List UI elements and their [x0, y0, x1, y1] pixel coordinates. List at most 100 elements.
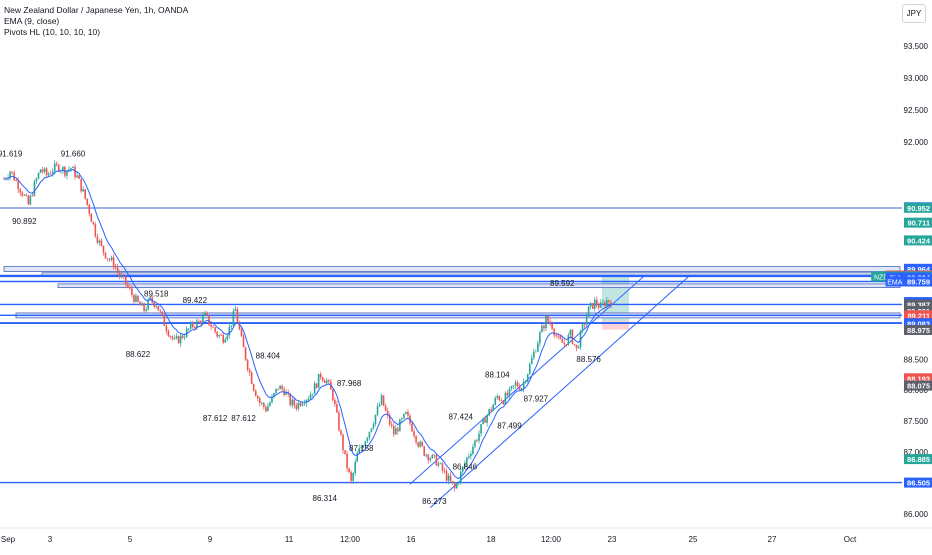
candle-body[interactable]: [246, 359, 249, 370]
candle-body[interactable]: [285, 392, 287, 395]
candle-body[interactable]: [559, 336, 562, 339]
ema-legend[interactable]: EMA (9, close): [4, 16, 60, 26]
candle-body[interactable]: [405, 411, 407, 414]
candle-body[interactable]: [17, 180, 20, 190]
candle-body[interactable]: [417, 442, 419, 447]
candle-body[interactable]: [100, 240, 103, 246]
candle-body[interactable]: [332, 389, 334, 401]
candle-body[interactable]: [565, 344, 568, 346]
candle-body[interactable]: [315, 383, 318, 388]
candle-body[interactable]: [194, 326, 196, 328]
candle-body[interactable]: [112, 257, 115, 268]
candle-body[interactable]: [254, 390, 257, 397]
candle-body[interactable]: [319, 373, 322, 378]
candle-body[interactable]: [161, 311, 164, 316]
pivots-legend[interactable]: Pivots HL (10, 10, 10, 10): [4, 27, 101, 37]
candle-body[interactable]: [595, 299, 598, 306]
candle-body[interactable]: [366, 437, 369, 442]
candle-body[interactable]: [108, 259, 111, 261]
candle-body[interactable]: [313, 383, 316, 394]
candle-body[interactable]: [258, 398, 261, 403]
candle-body[interactable]: [228, 326, 231, 336]
candle-body[interactable]: [372, 424, 375, 429]
candle-body[interactable]: [222, 335, 225, 343]
candle-body[interactable]: [23, 194, 26, 196]
candle-body[interactable]: [74, 166, 76, 178]
candle-body[interactable]: [301, 403, 304, 406]
candle-body[interactable]: [364, 441, 367, 447]
candle-body[interactable]: [133, 294, 135, 302]
candle-body[interactable]: [139, 301, 141, 306]
candle-body[interactable]: [29, 195, 32, 205]
candle-body[interactable]: [447, 475, 450, 481]
candle-body[interactable]: [37, 172, 40, 179]
candle-body[interactable]: [378, 404, 381, 407]
candle-body[interactable]: [488, 409, 490, 416]
candle-body[interactable]: [419, 441, 421, 447]
candle-body[interactable]: [21, 192, 24, 196]
candle-body[interactable]: [78, 175, 80, 179]
candle-body[interactable]: [206, 312, 208, 316]
candle-body[interactable]: [468, 456, 470, 458]
candle-body[interactable]: [336, 404, 338, 413]
candle-body[interactable]: [25, 194, 28, 196]
candle-body[interactable]: [155, 306, 158, 307]
candle-body[interactable]: [82, 189, 84, 192]
candle-body[interactable]: [338, 412, 340, 431]
candle-body[interactable]: [41, 169, 44, 172]
candle-body[interactable]: [47, 173, 50, 176]
candle-body[interactable]: [244, 347, 247, 360]
candle-body[interactable]: [388, 415, 391, 425]
candle-body[interactable]: [514, 382, 517, 386]
candle-body[interactable]: [541, 325, 543, 333]
candle-body[interactable]: [120, 275, 123, 277]
candle-body[interactable]: [39, 169, 42, 173]
candle-body[interactable]: [597, 305, 600, 308]
candle-body[interactable]: [386, 410, 389, 416]
candle-body[interactable]: [53, 163, 56, 172]
candle-body[interactable]: [185, 328, 188, 337]
candle-body[interactable]: [392, 425, 395, 435]
candle-body[interactable]: [43, 168, 46, 172]
candle-body[interactable]: [157, 306, 160, 311]
candle-body[interactable]: [579, 330, 582, 348]
candle-body[interactable]: [35, 178, 38, 182]
candle-body[interactable]: [98, 240, 101, 243]
candle-body[interactable]: [482, 418, 484, 425]
candle-body[interactable]: [583, 324, 586, 326]
candle-body[interactable]: [309, 394, 312, 399]
candle-body[interactable]: [232, 311, 235, 326]
candle-body[interactable]: [179, 335, 182, 344]
candle-body[interactable]: [528, 363, 531, 375]
candle-body[interactable]: [486, 415, 488, 423]
candle-body[interactable]: [502, 400, 505, 405]
candle-body[interactable]: [539, 332, 541, 344]
candle-body[interactable]: [340, 430, 342, 435]
candle-body[interactable]: [498, 395, 501, 401]
candle-body[interactable]: [474, 440, 476, 447]
candle-body[interactable]: [431, 454, 434, 459]
candle-body[interactable]: [33, 181, 36, 196]
candle-body[interactable]: [250, 372, 253, 384]
candle-body[interactable]: [291, 399, 294, 406]
candle-body[interactable]: [58, 164, 60, 172]
candle-body[interactable]: [356, 453, 359, 462]
candle-body[interactable]: [500, 400, 503, 401]
candle-body[interactable]: [425, 454, 428, 456]
candle-body[interactable]: [577, 347, 580, 349]
candle-body[interactable]: [131, 288, 133, 295]
candle-body[interactable]: [581, 324, 584, 331]
candle-body[interactable]: [191, 322, 194, 327]
candle-body[interactable]: [216, 331, 218, 337]
candle-body[interactable]: [445, 471, 448, 481]
candle-body[interactable]: [175, 336, 178, 339]
candle-body[interactable]: [220, 334, 223, 336]
candle-body[interactable]: [334, 400, 336, 405]
candle-body[interactable]: [189, 322, 192, 329]
candle-body[interactable]: [543, 325, 545, 329]
candle-body[interactable]: [96, 236, 99, 243]
candle-body[interactable]: [390, 424, 393, 426]
candle-body[interactable]: [328, 380, 330, 382]
candle-body[interactable]: [230, 325, 233, 327]
